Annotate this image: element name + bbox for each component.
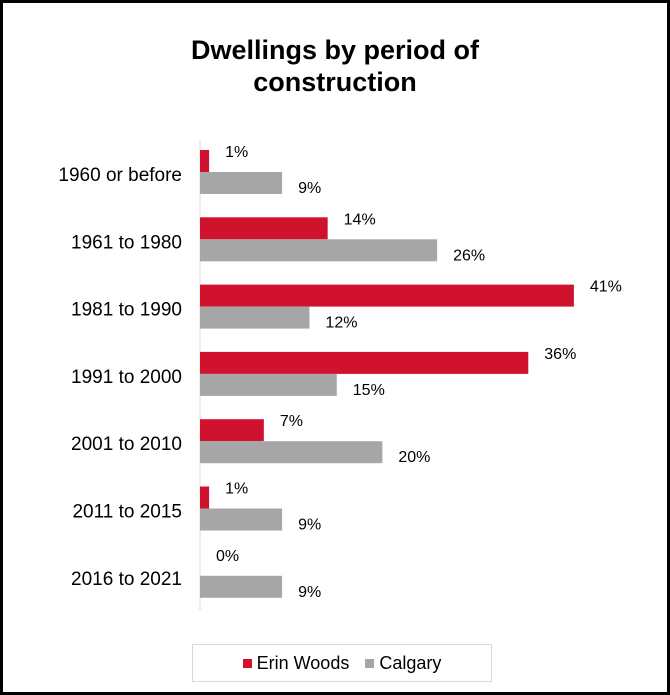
bar-erin-woods bbox=[200, 486, 210, 509]
bar-chart: 1960 or before 1% 9% 1961 to 1980 14% 26% 1981… bbox=[58, 140, 622, 610]
legend-label-calgary: Calgary bbox=[379, 652, 442, 673]
data-label-erin-woods: 1% bbox=[225, 144, 248, 161]
data-label-erin-woods: 41% bbox=[590, 279, 622, 296]
bar-calgary bbox=[200, 575, 283, 598]
bar-erin-woods bbox=[200, 150, 210, 172]
bar-calgary bbox=[200, 508, 283, 531]
data-label-calgary: 12% bbox=[325, 315, 357, 332]
legend-label-erin-woods: Erin Woods bbox=[256, 652, 350, 673]
legend-item-erin-woods: Erin Woods bbox=[242, 652, 350, 674]
chart-title-line-1: Dwellings by period of bbox=[190, 35, 480, 65]
chart-legend: Erin Woods Calgary bbox=[192, 644, 492, 682]
category-label: 2001 to 2010 bbox=[71, 434, 182, 455]
chart-title-line-2: construction bbox=[253, 67, 417, 97]
chart-title: Dwellings by period of construction bbox=[0, 34, 670, 98]
bar-calgary bbox=[200, 441, 383, 464]
data-label-calgary: 26% bbox=[453, 247, 485, 264]
bar-erin-woods bbox=[200, 217, 328, 240]
bar-erin-woods bbox=[200, 284, 574, 307]
bar-erin-woods bbox=[200, 419, 264, 442]
bar-erin-woods bbox=[200, 351, 529, 374]
data-label-erin-woods: 1% bbox=[225, 481, 248, 498]
data-label-erin-woods: 0% bbox=[216, 548, 239, 565]
data-label-erin-woods: 14% bbox=[344, 211, 376, 228]
data-label-calgary: 9% bbox=[298, 517, 321, 534]
category-label: 1961 to 1980 bbox=[71, 232, 182, 253]
bar-calgary bbox=[200, 239, 438, 262]
data-label-calgary: 9% bbox=[298, 584, 321, 601]
category-label: 2016 to 2021 bbox=[71, 569, 182, 590]
legend-swatch-erin-woods bbox=[242, 658, 252, 668]
bar-calgary bbox=[200, 172, 283, 194]
data-label-calgary: 20% bbox=[398, 449, 430, 466]
data-label-erin-woods: 36% bbox=[544, 346, 576, 363]
category-label: 2011 to 2015 bbox=[72, 502, 182, 523]
category-label: 1960 or before bbox=[58, 165, 182, 186]
data-label-erin-woods: 7% bbox=[280, 413, 303, 430]
bar-calgary bbox=[200, 306, 310, 329]
legend-item-calgary: Calgary bbox=[365, 653, 441, 674]
category-label: 1991 to 2000 bbox=[71, 367, 182, 388]
data-label-calgary: 9% bbox=[298, 180, 321, 197]
category-label: 1981 to 1990 bbox=[71, 300, 182, 321]
legend-swatch-calgary bbox=[365, 658, 375, 668]
bar-calgary bbox=[200, 373, 337, 396]
data-label-calgary: 15% bbox=[353, 382, 385, 399]
